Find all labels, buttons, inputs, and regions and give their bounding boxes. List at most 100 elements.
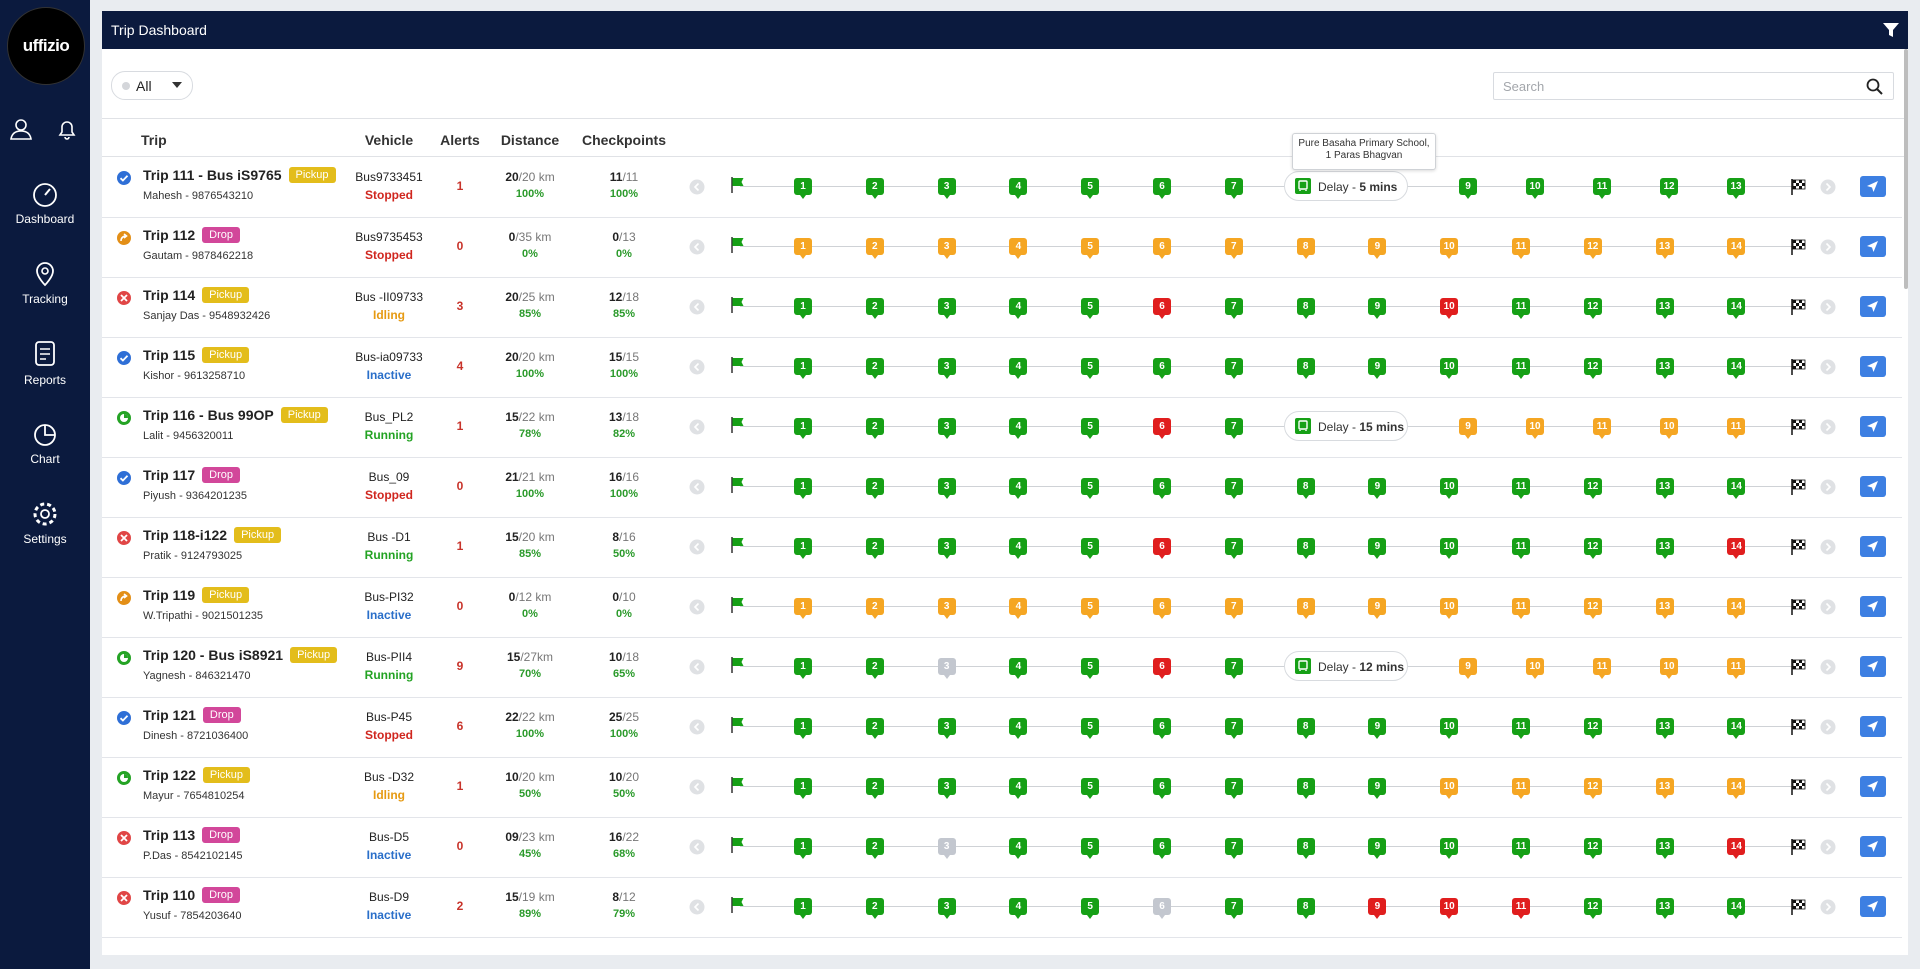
checkpoint-marker[interactable]: 9 [1368,298,1387,319]
checkpoint-marker[interactable]: 1 [794,298,812,319]
logo[interactable]: uffizio [7,7,85,85]
navigate-button[interactable] [1860,716,1886,737]
checkpoint-marker[interactable]: 4 [1009,658,1028,679]
checkpoint-marker[interactable]: 4 [1009,838,1028,859]
filter-icon[interactable] [1882,21,1900,39]
navigate-button[interactable] [1860,296,1886,317]
navigate-button[interactable] [1860,176,1886,197]
checkpoint-marker[interactable]: 9 [1368,838,1387,859]
checkpoint-marker[interactable]: 6 [1153,598,1171,619]
checkpoint-marker[interactable]: 12 [1583,538,1602,559]
checkpoint-marker[interactable]: 10 [1526,178,1544,199]
checkpoint-marker[interactable]: 8 [1296,598,1315,619]
checkpoint-marker[interactable]: 11 [1512,838,1530,859]
next-arrow[interactable] [1820,539,1836,555]
prev-arrow[interactable] [689,659,705,675]
checkpoint-marker[interactable]: 11 [1512,598,1530,619]
checkpoint-marker[interactable]: 9 [1368,538,1387,559]
checkpoint-marker[interactable]: 8 [1296,838,1315,859]
prev-arrow[interactable] [689,599,705,615]
checkpoint-marker[interactable]: 2 [865,238,884,259]
checkpoint-marker[interactable]: 7 [1224,898,1243,919]
reports-icon[interactable] [33,340,57,368]
checkpoint-marker[interactable]: 13 [1655,538,1674,559]
prev-arrow[interactable] [689,359,705,375]
checkpoint-marker[interactable]: 3 [937,238,956,259]
next-arrow[interactable] [1820,839,1836,855]
checkpoint-marker[interactable]: 7 [1224,838,1243,859]
checkpoint-marker[interactable]: 3 [937,778,956,799]
checkpoint-marker[interactable]: 13 [1655,718,1674,739]
checkpoint-marker[interactable]: 5 [1081,838,1100,859]
chart-icon[interactable] [32,420,58,448]
checkpoint-marker[interactable]: 9 [1368,238,1387,259]
checkpoint-marker[interactable]: 2 [865,418,884,439]
next-arrow[interactable] [1820,599,1836,615]
checkpoint-marker[interactable]: 12 [1660,178,1678,199]
checkpoint-marker[interactable]: 14 [1727,838,1746,859]
trip-row[interactable]: Trip 114 Pickup Sanjay Das - 9548932426 Bus… [102,277,1902,338]
checkpoint-marker[interactable]: 14 [1727,598,1746,619]
checkpoint-marker[interactable]: 10 [1440,778,1459,799]
menu-item[interactable]: Chart [30,452,60,466]
checkpoint-marker[interactable]: 10 [1526,658,1544,679]
checkpoint-marker[interactable]: 1 [794,598,812,619]
checkpoint-marker[interactable]: 2 [865,598,884,619]
prev-arrow[interactable] [689,419,705,435]
checkpoint-marker[interactable]: 4 [1009,718,1028,739]
checkpoint-marker[interactable]: 3 [937,478,956,499]
checkpoint-marker[interactable]: 7 [1224,538,1243,559]
checkpoint-marker[interactable]: 1 [794,178,812,199]
checkpoint-marker[interactable]: 7 [1224,598,1243,619]
checkpoint-marker[interactable]: 7 [1224,298,1243,319]
checkpoint-marker[interactable]: 12 [1583,298,1602,319]
prev-arrow[interactable] [689,179,705,195]
prev-arrow[interactable] [689,839,705,855]
checkpoint-marker[interactable]: 9 [1368,478,1387,499]
checkpoint-marker[interactable]: 7 [1224,658,1243,679]
checkpoint-marker[interactable]: 14 [1727,778,1746,799]
checkpoint-marker[interactable]: 6 [1153,838,1171,859]
checkpoint-marker[interactable]: 7 [1224,418,1243,439]
checkpoint-marker[interactable]: 2 [865,358,884,379]
next-arrow[interactable] [1820,659,1836,675]
navigate-button[interactable] [1860,236,1886,257]
checkpoint-marker[interactable]: 12 [1583,238,1602,259]
checkpoint-marker[interactable]: 11 [1512,778,1530,799]
checkpoint-marker[interactable]: 4 [1009,778,1028,799]
checkpoint-marker[interactable]: 14 [1727,478,1746,499]
checkpoint-marker[interactable]: 3 [937,658,956,679]
checkpoint-marker[interactable]: 6 [1153,178,1171,199]
checkpoint-marker[interactable]: 14 [1727,538,1746,559]
checkpoint-marker[interactable]: 1 [794,238,812,259]
navigate-button[interactable] [1860,596,1886,617]
user-icon[interactable] [9,117,33,141]
checkpoint-marker[interactable]: 9 [1368,898,1387,919]
checkpoint-marker[interactable]: 11 [1593,178,1611,199]
checkpoint-marker[interactable]: 11 [1727,658,1745,679]
checkpoint-marker[interactable]: 4 [1009,238,1028,259]
next-arrow[interactable] [1820,899,1836,915]
checkpoint-marker[interactable]: 14 [1727,298,1746,319]
checkpoint-marker[interactable]: 6 [1153,298,1171,319]
checkpoint-marker[interactable]: 10 [1440,598,1459,619]
checkpoint-marker[interactable]: 10 [1440,538,1459,559]
prev-arrow[interactable] [689,299,705,315]
checkpoint-marker[interactable]: 9 [1368,718,1387,739]
prev-arrow[interactable] [689,719,705,735]
prev-arrow[interactable] [689,239,705,255]
checkpoint-marker[interactable]: 9 [1459,658,1477,679]
trip-row[interactable]: Trip 112 Drop Gautam - 9878462218 Bus973545… [102,217,1902,278]
checkpoint-marker[interactable]: 10 [1660,418,1678,439]
checkpoint-marker[interactable]: 14 [1727,718,1746,739]
delay-badge[interactable]: Delay - 15 mins [1284,411,1408,441]
checkpoint-marker[interactable]: 4 [1009,418,1028,439]
checkpoint-marker[interactable]: 10 [1440,478,1459,499]
checkpoint-marker[interactable]: 6 [1153,538,1171,559]
checkpoint-marker[interactable]: 5 [1081,898,1100,919]
checkpoint-marker[interactable]: 2 [865,718,884,739]
checkpoint-marker[interactable]: 6 [1153,778,1171,799]
checkpoint-marker[interactable]: 1 [794,418,812,439]
checkpoint-marker[interactable]: 10 [1440,238,1459,259]
checkpoint-marker[interactable]: 11 [1512,898,1530,919]
